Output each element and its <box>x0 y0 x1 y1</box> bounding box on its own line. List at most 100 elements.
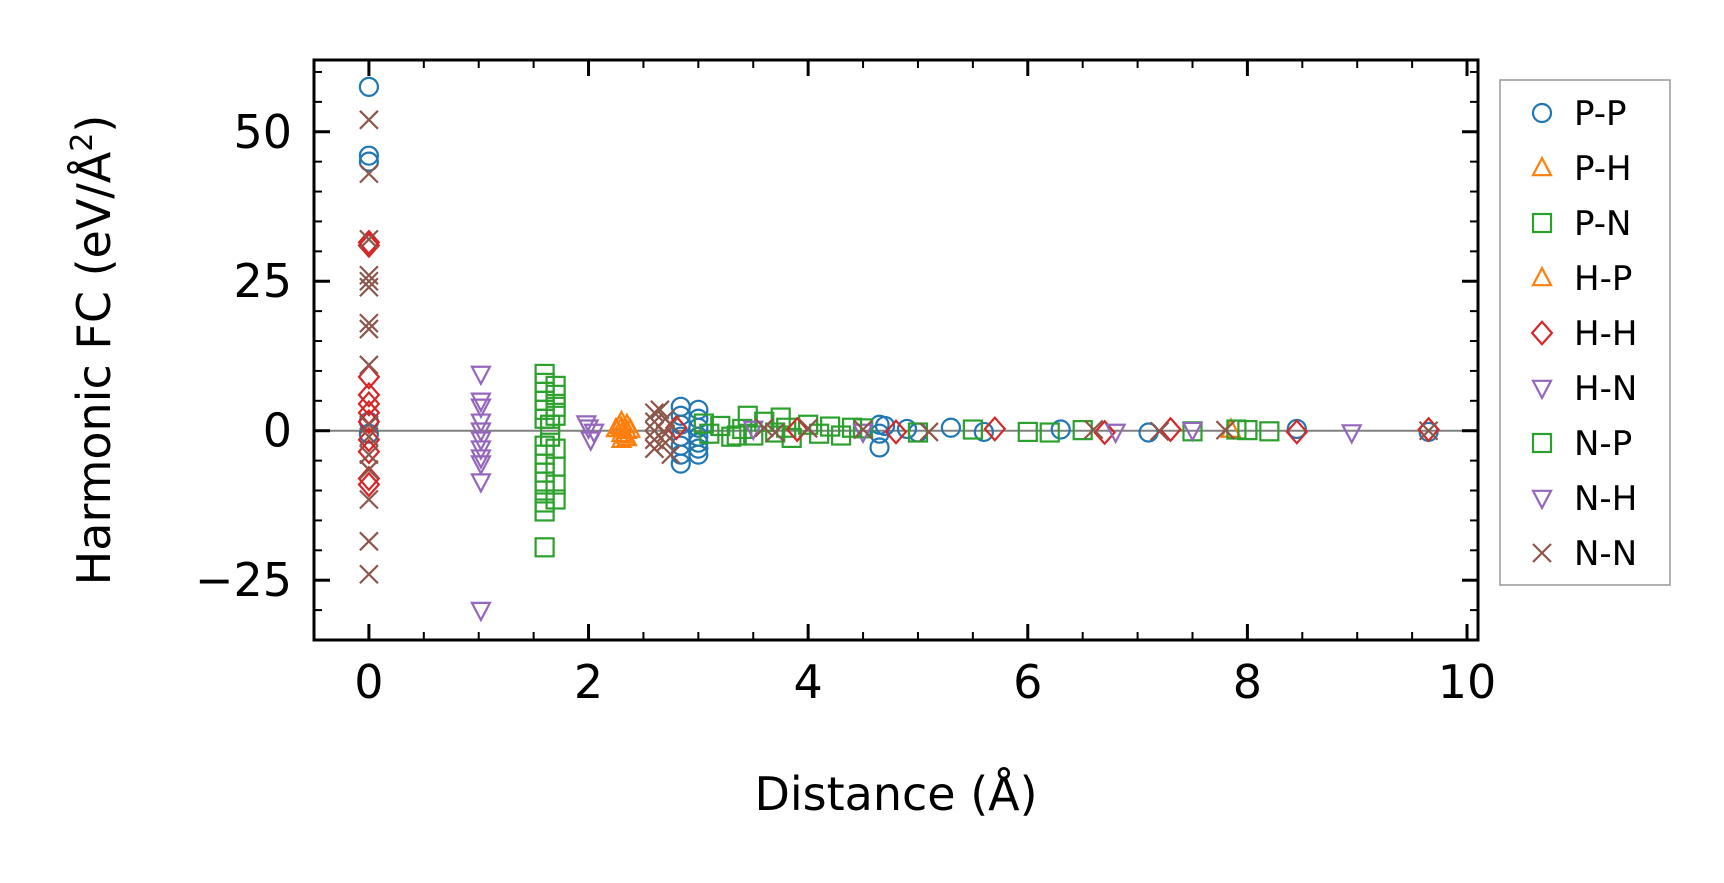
data-point <box>534 537 555 558</box>
data-point <box>608 413 631 435</box>
x-tick-label: 2 <box>574 655 603 709</box>
data-point <box>470 455 492 476</box>
data-point <box>359 229 379 250</box>
data-point <box>1050 419 1071 440</box>
data-point <box>798 418 818 439</box>
data-point <box>661 444 681 465</box>
x-axis-label: Distance (Å) <box>754 767 1037 821</box>
data-point <box>357 426 381 453</box>
data-point <box>358 145 380 166</box>
data-point <box>809 423 830 444</box>
data-point <box>534 501 555 522</box>
data-point <box>357 363 381 390</box>
data-point <box>1417 416 1440 443</box>
data-point <box>732 418 753 440</box>
data-point <box>919 422 939 442</box>
data-point <box>644 429 665 450</box>
data-point <box>470 601 492 623</box>
data-point <box>357 390 381 417</box>
data-point <box>896 418 918 440</box>
legend-label: N-N <box>1574 534 1637 574</box>
data-point <box>1237 420 1258 441</box>
data-point <box>737 405 758 426</box>
data-point <box>1259 421 1280 442</box>
data-point <box>1285 419 1309 445</box>
legend-marker <box>1532 543 1552 563</box>
data-point <box>830 425 852 446</box>
y-axis-label-sup: 2 <box>65 133 100 152</box>
data-point <box>1104 423 1127 445</box>
data-point <box>644 438 665 459</box>
data-point <box>359 355 379 375</box>
data-point <box>655 423 676 444</box>
data-point <box>357 232 381 259</box>
data-point <box>613 423 636 444</box>
legend-marker <box>1531 212 1553 234</box>
data-point <box>359 564 379 585</box>
data-point <box>661 414 681 435</box>
data-point <box>776 417 797 438</box>
data-point <box>545 489 566 510</box>
data-point <box>1149 421 1170 442</box>
data-point <box>710 415 731 437</box>
x-tick-label: 6 <box>1013 655 1042 709</box>
data-point <box>357 229 381 256</box>
data-point <box>655 432 676 453</box>
data-point <box>619 417 642 438</box>
legend-marker <box>1531 155 1553 177</box>
data-point <box>743 425 764 446</box>
y-axis-label-end: ) <box>67 115 121 133</box>
legend-label: H-N <box>1574 369 1637 409</box>
data-point <box>579 431 602 452</box>
data-point <box>470 473 492 494</box>
data-point <box>644 403 665 423</box>
data-point <box>470 392 492 414</box>
data-point <box>359 426 379 447</box>
data-point <box>983 416 1007 442</box>
y-tick-label: 25 <box>233 254 292 308</box>
data-point <box>1340 424 1363 445</box>
data-point <box>359 459 379 480</box>
legend-marker <box>1531 102 1553 124</box>
data-point <box>754 417 775 438</box>
data-point <box>545 384 566 405</box>
legend-label: P-N <box>1574 204 1631 244</box>
data-point <box>693 413 714 434</box>
legend-frame <box>1499 79 1671 586</box>
data-point <box>359 489 379 510</box>
legend-label: H-P <box>1574 259 1632 299</box>
legend-label: N-H <box>1574 479 1637 519</box>
data-point <box>884 419 908 445</box>
data-point <box>1017 421 1038 443</box>
data-point <box>1418 420 1439 441</box>
data-point <box>359 319 379 339</box>
data-point <box>852 423 874 445</box>
data-point <box>1083 419 1104 440</box>
legend: P-P P-H P-N H-P H-H H-N N-P N-H N-N <box>1499 79 1671 586</box>
y-axis-label-main: Harmonic FC (eV/Å <box>67 151 121 585</box>
legend-marker <box>1531 379 1553 401</box>
data-point <box>539 414 561 435</box>
data-point <box>545 474 566 495</box>
data-point <box>470 398 492 420</box>
data-point <box>688 417 709 438</box>
legend-marker <box>1531 265 1553 287</box>
data-point <box>1093 419 1117 446</box>
data-point <box>1181 421 1204 443</box>
data-point <box>742 420 765 442</box>
y-tick-label: 50 <box>233 105 292 159</box>
data-point <box>359 271 379 292</box>
legend-marker <box>1531 489 1553 511</box>
legend-label: P-H <box>1574 149 1632 189</box>
data-point <box>962 419 983 440</box>
data-point <box>359 163 379 184</box>
data-point <box>650 400 670 420</box>
data-point <box>357 471 381 498</box>
legend-label: P-P <box>1574 94 1627 134</box>
plot-frame <box>312 58 1480 642</box>
data-point <box>359 110 379 130</box>
data-point <box>765 422 785 443</box>
data-point <box>359 277 379 297</box>
legend-marker <box>1530 320 1554 346</box>
